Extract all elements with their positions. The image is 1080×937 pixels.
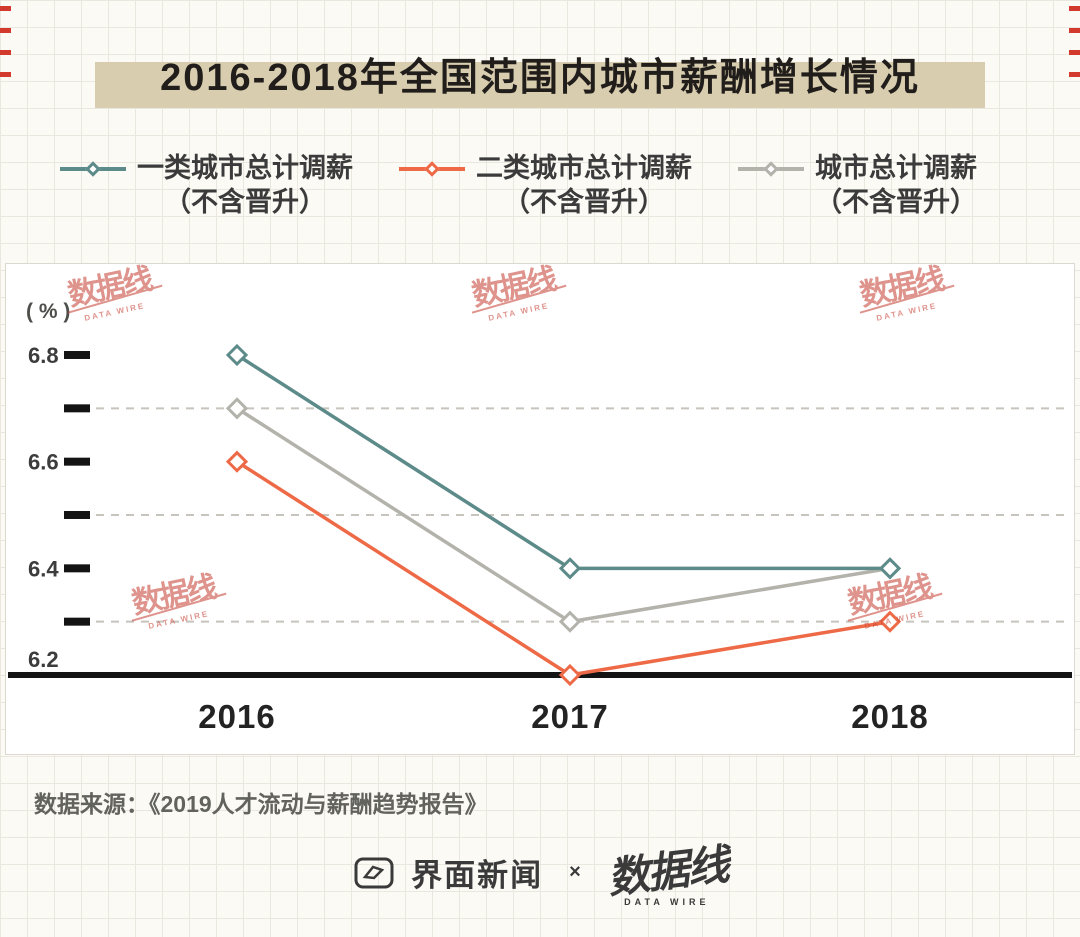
title-banner bbox=[95, 62, 985, 108]
datawire-logo-subtext: DATA WIRE bbox=[624, 897, 710, 907]
legend-sublabel: （不含晋升） bbox=[503, 186, 665, 217]
chart-legend: 一类城市总计调薪 （不含晋升） 二类城市总计调薪 （不含晋升） 城市总计调薪 （… bbox=[60, 152, 977, 220]
legend-item-tier2-cities: 二类城市总计调薪 （不含晋升） bbox=[399, 152, 692, 220]
legend-label: 一类城市总计调薪 bbox=[137, 153, 353, 183]
multiply-sign: × bbox=[569, 861, 581, 883]
line-marker bbox=[60, 161, 126, 177]
data-source-text: 数据来源：《2019人才流动与薪酬趋势报告》 bbox=[34, 791, 488, 817]
line-marker bbox=[399, 161, 465, 177]
chart-panel bbox=[5, 263, 1075, 755]
line-marker bbox=[738, 161, 804, 177]
y-axis-unit-label: ( % ) bbox=[26, 300, 71, 323]
legend-sublabel: （不含晋升） bbox=[815, 186, 977, 217]
footer-logos: 界面新闻 × 数据线 DATA WIRE bbox=[0, 838, 1080, 907]
jiemian-news-logo-text: 界面新闻 bbox=[411, 858, 544, 893]
legend-item-tier1-cities: 一类城市总计调薪 （不含晋升） bbox=[60, 152, 353, 220]
page-title: 2016-2018年全国范围内城市薪酬增长情况 bbox=[160, 57, 920, 99]
datawire-logo-text: 数据线 bbox=[604, 840, 730, 903]
diamond-marker-icon bbox=[424, 161, 440, 177]
datawire-logo: 数据线 DATA WIRE bbox=[605, 838, 730, 907]
legend-item-all-cities: 城市总计调薪 （不含晋升） bbox=[738, 152, 977, 220]
crop-marks-right bbox=[1069, 6, 1080, 94]
legend-label: 二类城市总计调薪 bbox=[476, 153, 692, 183]
legend-sublabel: （不含晋升） bbox=[164, 186, 326, 217]
jiemian-news-logo-icon bbox=[353, 856, 395, 890]
diamond-marker-icon bbox=[763, 161, 779, 177]
crop-marks-left bbox=[0, 6, 11, 94]
diamond-marker-icon bbox=[85, 161, 101, 177]
legend-label: 城市总计调薪 bbox=[815, 153, 977, 183]
